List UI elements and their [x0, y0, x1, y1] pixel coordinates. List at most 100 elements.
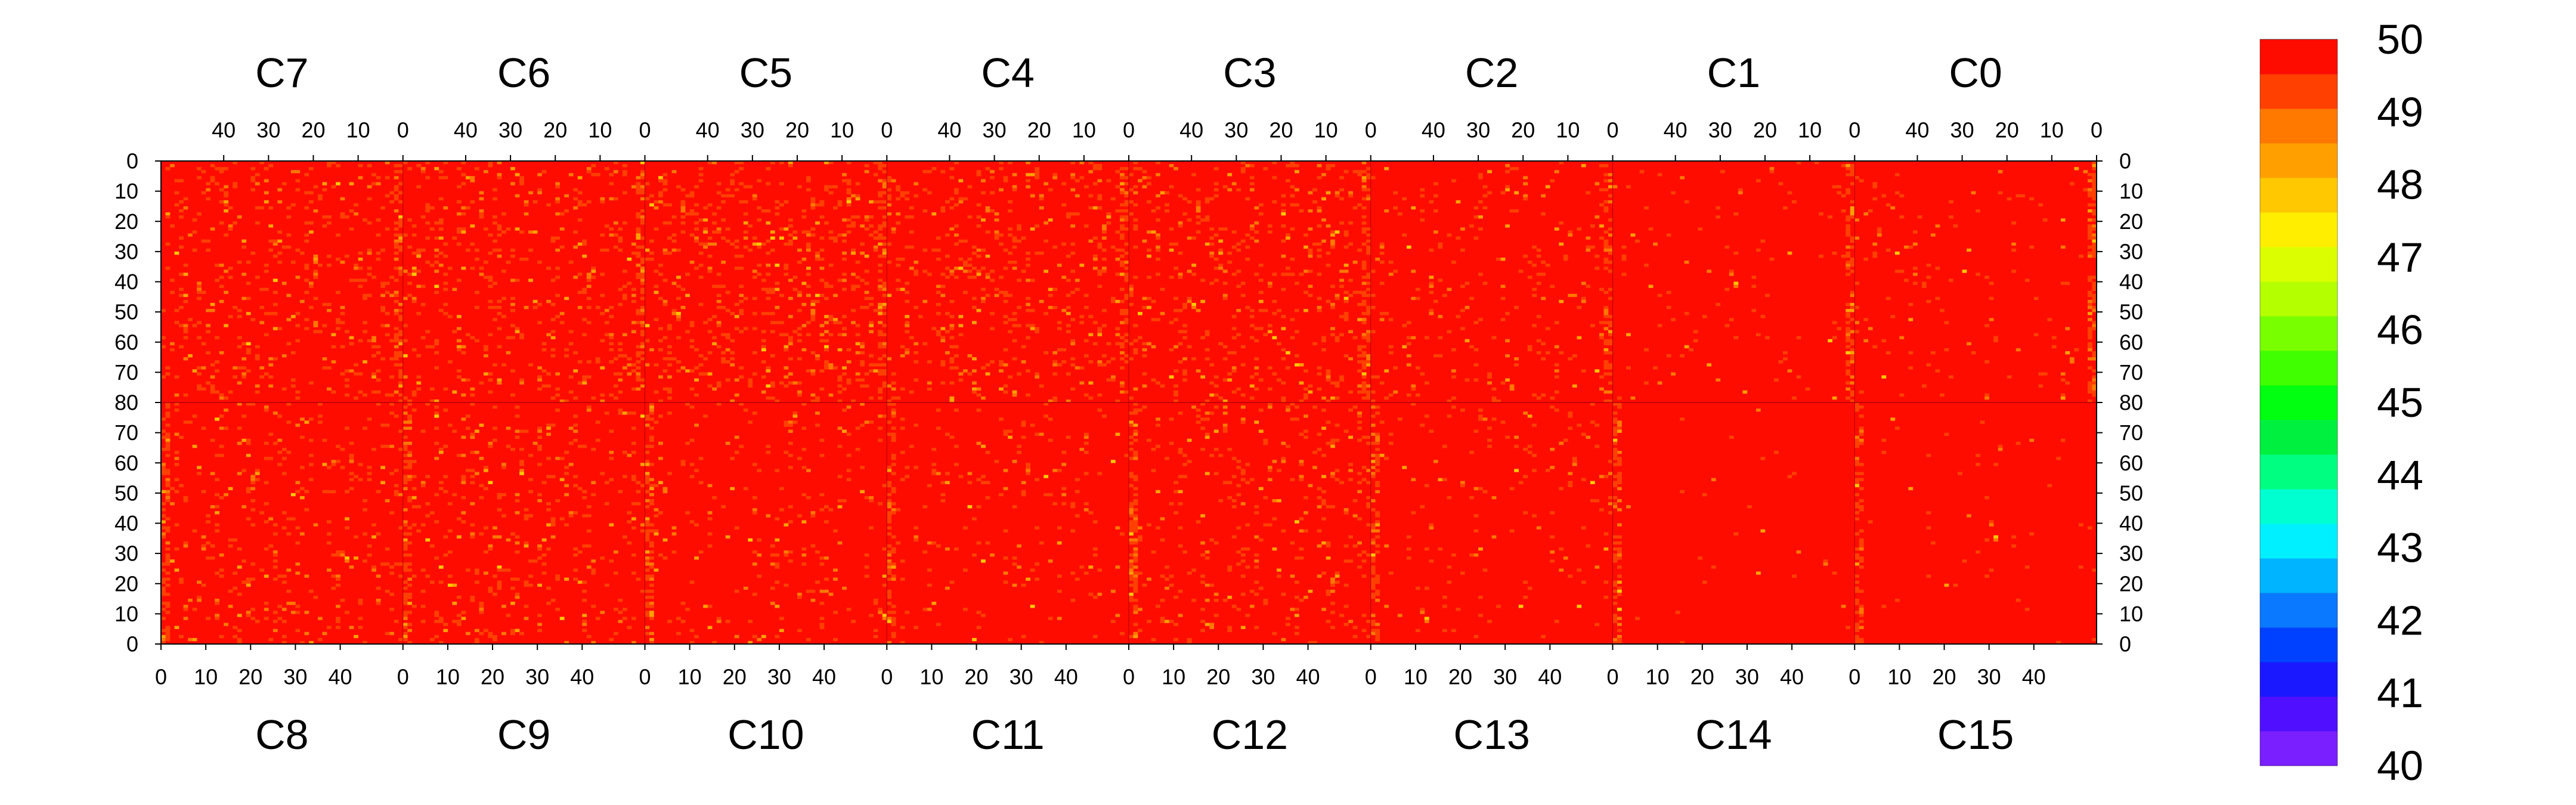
heatmap-cell — [873, 369, 878, 373]
heatmap-cell — [967, 372, 973, 376]
heatmap-cell — [336, 620, 340, 623]
heatmap-cell — [779, 227, 784, 231]
heatmap-cell — [582, 381, 587, 385]
heatmap-cell — [940, 339, 946, 343]
heatmap-cell — [1021, 270, 1026, 273]
heatmap-cell — [456, 185, 462, 188]
heatmap-cell — [546, 457, 551, 460]
heatmap-cell — [219, 188, 224, 191]
heatmap-cell — [2087, 209, 2092, 213]
heatmap-cell — [618, 408, 623, 412]
heatmap-cell — [887, 212, 892, 216]
heatmap-cell — [1330, 327, 1335, 330]
heatmap-cell — [2087, 384, 2092, 388]
heatmap-cell — [609, 451, 614, 454]
heatmap-cell — [389, 571, 395, 575]
heatmap-cell — [613, 571, 618, 575]
heatmap-cell — [1343, 230, 1349, 234]
heatmap-cell — [1115, 258, 1120, 261]
heatmap-cell — [613, 608, 618, 611]
heatmap-cell — [1949, 375, 1953, 379]
heatmap-cell — [281, 447, 287, 451]
heatmap-cell — [1411, 206, 1416, 210]
heatmap-cell — [752, 592, 757, 596]
heatmap-cell — [165, 626, 171, 629]
heatmap-cell — [398, 270, 404, 273]
heatmap-cell — [474, 571, 479, 575]
heatmap-cell — [707, 517, 713, 521]
heatmap-cell — [1124, 354, 1129, 358]
heatmap-cell — [479, 197, 484, 201]
heatmap-cell — [165, 447, 171, 451]
heatmap-cell — [559, 457, 565, 460]
heatmap-cell — [174, 251, 179, 255]
x-tick-label-bottom: 30 — [1251, 665, 1275, 689]
heatmap-cell — [1236, 242, 1241, 246]
heatmap-cell — [752, 296, 757, 301]
heatmap-cell — [416, 529, 422, 532]
heatmap-cell — [398, 245, 404, 249]
heatmap-cell — [905, 245, 910, 249]
heatmap-cell — [1384, 312, 1389, 315]
heatmap-cell — [1258, 327, 1264, 330]
heatmap-cell — [277, 230, 283, 234]
heatmap-cell — [1330, 242, 1335, 246]
heatmap-cell — [739, 330, 744, 333]
heatmap-cell — [739, 254, 744, 258]
heatmap-cell — [1218, 248, 1224, 252]
heatmap-cell — [541, 553, 547, 557]
heatmap-cell — [2087, 278, 2092, 282]
heatmap-cell — [1222, 345, 1228, 349]
heatmap-cell — [286, 318, 292, 321]
heatmap-cell — [528, 278, 533, 282]
heatmap-cell — [761, 634, 766, 639]
heatmap-cell — [1281, 348, 1286, 352]
heatmap-cell — [882, 224, 887, 228]
heatmap-cell — [649, 444, 654, 448]
heatmap-cell — [2011, 270, 2017, 273]
heatmap-cell — [815, 580, 820, 584]
heatmap-cell — [165, 526, 171, 530]
heatmap-cell — [1290, 161, 1295, 165]
heatmap-cell — [429, 345, 435, 349]
heatmap-cell — [1370, 375, 1376, 379]
heatmap-cell — [224, 191, 228, 194]
heatmap-cell — [869, 396, 874, 400]
heatmap-cell — [582, 580, 587, 584]
heatmap-cell — [1258, 203, 1264, 207]
heatmap-cell — [725, 227, 730, 231]
heatmap-cell — [2087, 191, 2092, 194]
heatmap-cell — [402, 565, 408, 569]
heatmap-cell — [358, 164, 363, 168]
x-tick-label-bottom: 40 — [1296, 665, 1320, 689]
heatmap-cell — [604, 309, 609, 312]
heatmap-cell — [1944, 348, 1949, 352]
heatmap-cell — [1070, 251, 1076, 255]
heatmap-cell — [846, 161, 852, 165]
heatmap-cell — [1295, 330, 1299, 333]
heatmap-cell — [1599, 387, 1604, 391]
heatmap-cell — [698, 372, 704, 376]
heatmap-cell — [317, 637, 323, 642]
heatmap-cell — [779, 487, 784, 491]
heatmap-cell — [1147, 306, 1151, 309]
heatmap-cell — [1133, 245, 1138, 249]
heatmap-cell — [501, 568, 506, 572]
heatmap-cell — [277, 605, 283, 608]
heatmap-cell — [206, 248, 210, 252]
heatmap-cell — [676, 336, 681, 339]
heatmap-cell — [1559, 299, 1564, 304]
heatmap-cell — [501, 493, 506, 497]
heatmap-cell — [385, 324, 390, 327]
heatmap-cell — [389, 411, 395, 415]
heatmap-cell — [215, 478, 219, 481]
heatmap-cell — [402, 562, 408, 566]
heatmap-cell — [1406, 245, 1411, 249]
heatmap-cell — [1213, 233, 1219, 237]
heatmap-cell — [972, 357, 977, 361]
heatmap-cell — [752, 327, 757, 330]
heatmap-cell — [1124, 321, 1129, 324]
heatmap-cell — [801, 258, 807, 261]
heatmap-cell — [985, 206, 990, 210]
heatmap-cell — [887, 589, 892, 593]
